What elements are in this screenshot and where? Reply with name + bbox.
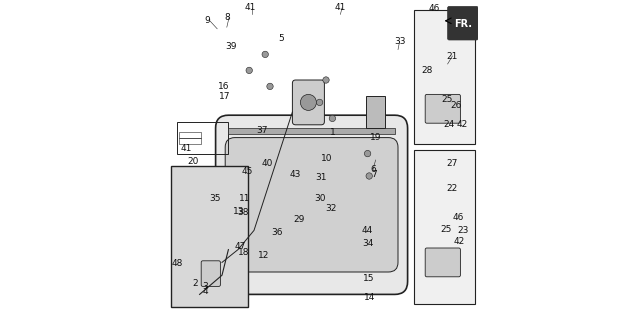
Text: 24: 24 — [443, 120, 454, 129]
Text: 8: 8 — [224, 13, 230, 22]
FancyBboxPatch shape — [425, 94, 460, 123]
Text: 41: 41 — [181, 144, 192, 153]
Text: 46: 46 — [452, 213, 464, 222]
Text: 15: 15 — [363, 274, 375, 283]
Circle shape — [366, 173, 373, 179]
Text: 18: 18 — [238, 248, 249, 257]
Text: 32: 32 — [326, 204, 337, 212]
Text: 45: 45 — [241, 167, 252, 176]
Text: 43: 43 — [290, 170, 301, 179]
Text: 42: 42 — [457, 120, 467, 129]
FancyBboxPatch shape — [225, 138, 398, 272]
Text: 7: 7 — [371, 170, 377, 179]
Text: 29: 29 — [294, 215, 305, 224]
Text: 38: 38 — [238, 208, 249, 217]
Text: 39: 39 — [225, 42, 237, 51]
Text: 31: 31 — [315, 173, 327, 182]
Circle shape — [266, 83, 273, 90]
Circle shape — [300, 94, 316, 110]
Circle shape — [262, 51, 268, 58]
Text: 41: 41 — [244, 3, 256, 12]
Text: 13: 13 — [233, 207, 244, 216]
Text: 46: 46 — [428, 4, 439, 12]
Text: FR.: FR. — [453, 19, 472, 29]
Text: 48: 48 — [172, 260, 183, 268]
Circle shape — [364, 150, 371, 157]
Text: 25: 25 — [441, 95, 452, 104]
Text: 44: 44 — [361, 226, 373, 235]
Text: 35: 35 — [209, 194, 221, 203]
Text: 2: 2 — [192, 279, 198, 288]
Text: 28: 28 — [421, 66, 432, 75]
Text: 47: 47 — [234, 242, 245, 251]
Text: 9: 9 — [205, 16, 211, 25]
Text: 23: 23 — [457, 226, 468, 235]
Circle shape — [246, 67, 252, 74]
Text: 5: 5 — [279, 34, 284, 43]
Polygon shape — [228, 128, 395, 134]
Bar — [179, 138, 201, 144]
Bar — [414, 150, 475, 304]
Text: 16: 16 — [218, 82, 230, 91]
FancyBboxPatch shape — [293, 80, 324, 125]
Text: 34: 34 — [362, 239, 373, 248]
Text: 12: 12 — [258, 251, 269, 260]
Text: 27: 27 — [446, 159, 458, 168]
Text: 1: 1 — [330, 128, 336, 137]
Text: 20: 20 — [187, 157, 198, 166]
Text: 42: 42 — [453, 237, 464, 246]
Circle shape — [329, 115, 336, 122]
Text: 11: 11 — [238, 194, 250, 203]
Text: 25: 25 — [440, 225, 452, 234]
Text: 14: 14 — [364, 293, 375, 302]
Text: 3: 3 — [202, 282, 208, 291]
Text: 36: 36 — [272, 228, 283, 237]
Circle shape — [316, 99, 323, 106]
Text: 19: 19 — [370, 133, 382, 142]
Text: 37: 37 — [256, 126, 268, 135]
Bar — [414, 10, 475, 144]
Text: 30: 30 — [314, 194, 326, 203]
Circle shape — [323, 77, 329, 83]
Polygon shape — [171, 166, 247, 307]
Bar — [179, 132, 201, 138]
Bar — [366, 96, 385, 128]
FancyBboxPatch shape — [216, 115, 408, 294]
FancyBboxPatch shape — [425, 248, 460, 277]
Text: 10: 10 — [321, 154, 333, 163]
Text: 22: 22 — [446, 184, 458, 193]
Text: 17: 17 — [219, 92, 231, 100]
Text: 6: 6 — [370, 165, 376, 174]
Text: 21: 21 — [446, 52, 458, 60]
Bar — [177, 122, 228, 154]
Text: 26: 26 — [450, 101, 461, 110]
FancyBboxPatch shape — [201, 261, 221, 286]
Text: 33: 33 — [394, 37, 405, 46]
Text: 4: 4 — [202, 287, 208, 296]
FancyBboxPatch shape — [448, 6, 478, 40]
Text: 40: 40 — [261, 159, 272, 168]
Text: 41: 41 — [335, 3, 346, 12]
